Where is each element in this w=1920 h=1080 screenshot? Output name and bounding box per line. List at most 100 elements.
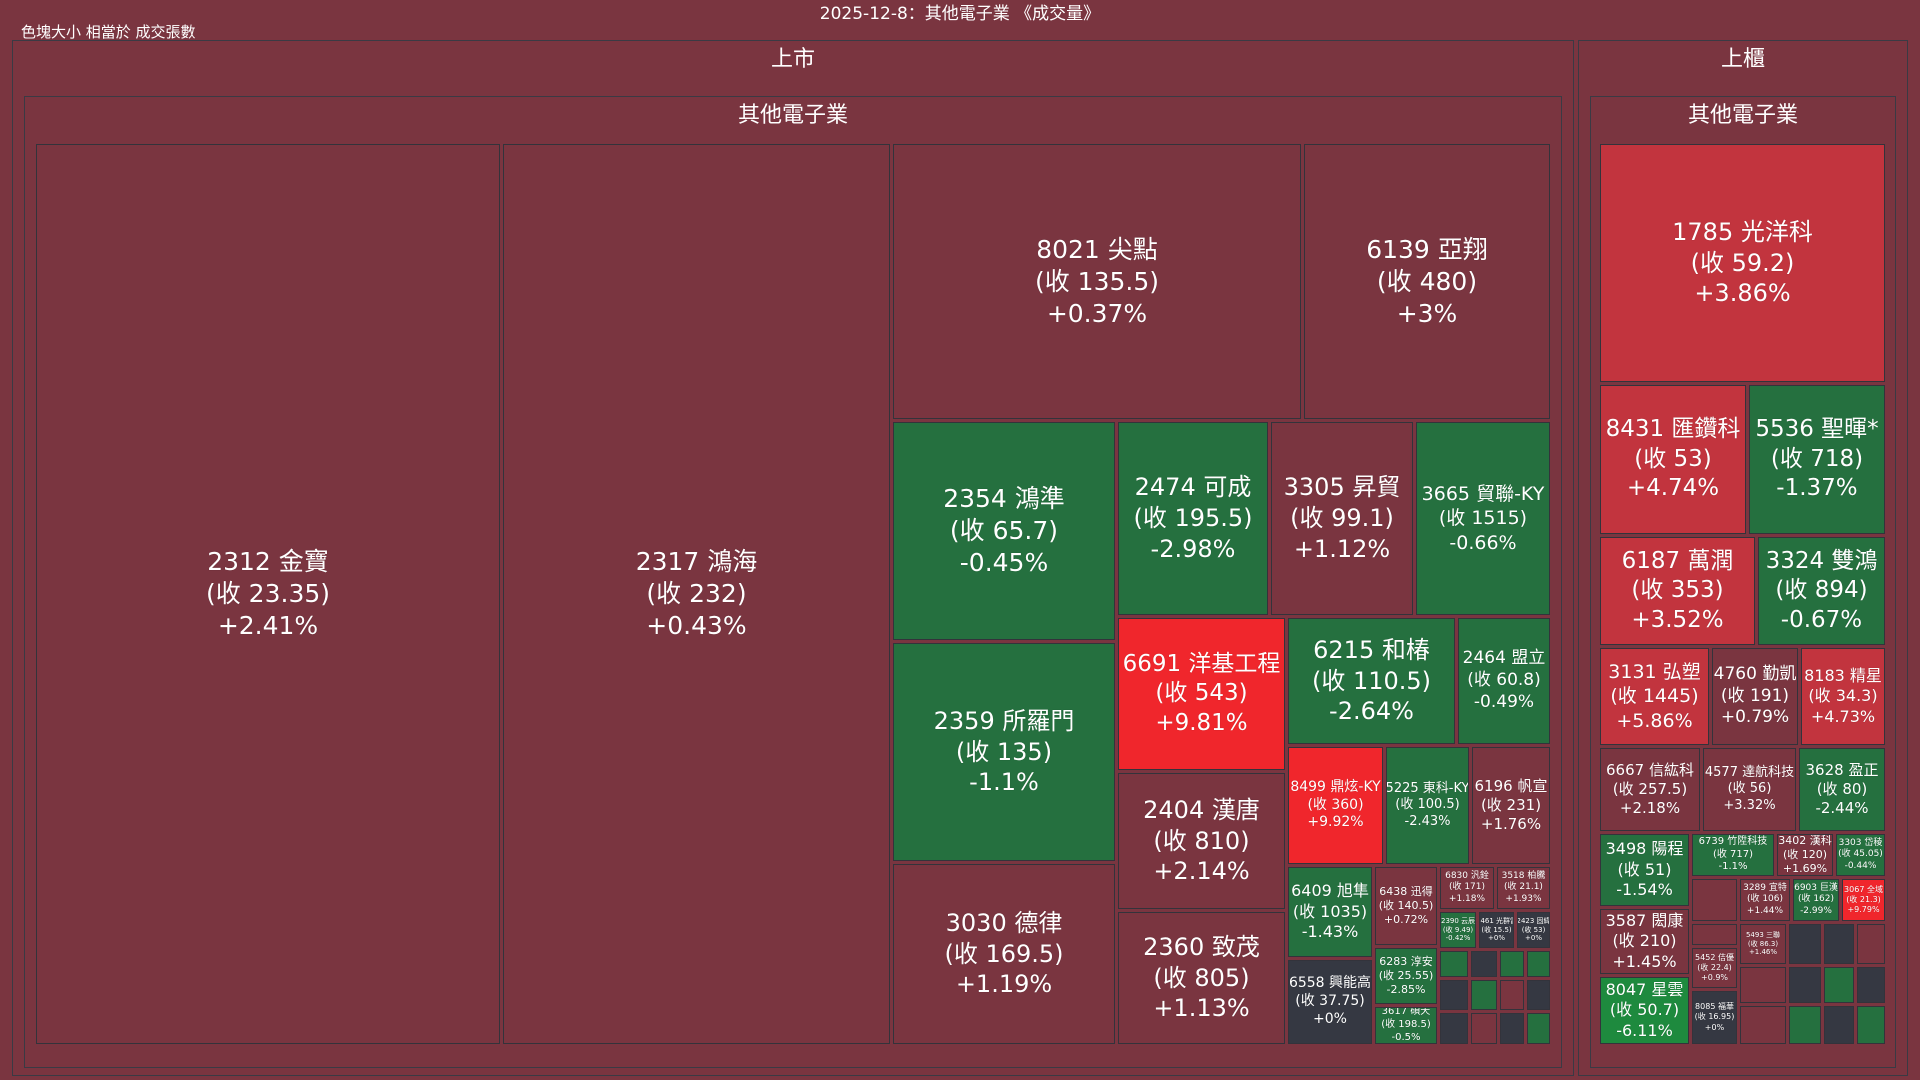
minor-stock-tile[interactable]: [1789, 1006, 1821, 1044]
stock-tile-3402[interactable]: 3402 漢科 (收 120) +1.69%: [1777, 834, 1833, 876]
stock-tile-2464[interactable]: 2464 盟立 (收 60.8) -0.49%: [1458, 618, 1550, 744]
stock-close: (收 1515): [1438, 507, 1528, 530]
stock-tile-5536[interactable]: 5536 聖暉* (收 718) -1.37%: [1749, 385, 1885, 534]
stock-tile-5452[interactable]: 5452 佶優 (收 22.4) +0.9%: [1692, 948, 1737, 988]
stock-tile-6409[interactable]: 6409 旭隼 (收 1035) -1.43%: [1288, 867, 1372, 957]
stock-tile-8183[interactable]: 8183 精星 (收 34.3) +4.73%: [1801, 648, 1885, 745]
minor-stock-tile[interactable]: [1527, 951, 1550, 977]
stock-tile-3518[interactable]: 3518 柏騰 (收 21.1) +1.93%: [1497, 867, 1550, 909]
minor-stock-tile[interactable]: [1471, 951, 1497, 977]
stock-tile-3131[interactable]: 3131 弘塑 (收 1445) +5.86%: [1600, 648, 1709, 745]
minor-stock-tile[interactable]: [1824, 967, 1854, 1003]
minor-stock-tile[interactable]: [1857, 967, 1885, 1003]
stock-tile-8431[interactable]: 8431 匯鑽科 (收 53) +4.74%: [1600, 385, 1746, 534]
stock-tile-6667[interactable]: 6667 信紘科 (收 257.5) +2.18%: [1600, 748, 1700, 831]
stock-tile-2461[interactable]: 2461 光群雷(收 15.5)+0%: [1479, 912, 1514, 948]
minor-stock-tile[interactable]: [1527, 1013, 1550, 1044]
minor-stock-tile[interactable]: [1440, 1013, 1468, 1044]
stock-close: (收 59.2): [1690, 248, 1795, 277]
frame-label: 上櫃: [1720, 47, 1765, 72]
stock-tile-2390[interactable]: 2390 云辰 (收 9.49) -0.42%: [1440, 912, 1476, 948]
stock-close: (收 810): [1153, 826, 1250, 855]
stock-tile-4577[interactable]: 4577 達航科技 (收 56) +3.32%: [1703, 748, 1796, 831]
minor-stock-tile[interactable]: [1440, 980, 1468, 1010]
stock-tile-2312[interactable]: 2312 金寶 (收 23.35) +2.41%: [36, 144, 500, 1044]
stock-tile-5493[interactable]: 5493 三聯 (收 86.3) +1.46%: [1740, 924, 1786, 964]
stock-change: +1.45%: [1612, 951, 1677, 971]
stock-change: -2.99%: [1800, 905, 1832, 916]
stock-tile-6830[interactable]: 6830 汎銓 (收 171) +1.18%: [1440, 867, 1494, 909]
stock-tile-2474[interactable]: 2474 可成 (收 195.5) -2.98%: [1118, 422, 1268, 615]
stock-tile-4760[interactable]: 4760 勤凱 (收 191) +0.79%: [1712, 648, 1798, 745]
stock-tile-2423[interactable]: 2423 固緯 (收 53) +0%: [1517, 912, 1550, 948]
minor-stock-tile[interactable]: [1692, 924, 1737, 945]
stock-change: +2.41%: [217, 611, 319, 640]
stock-tile-2359[interactable]: 2359 所羅門 (收 135) -1.1%: [893, 643, 1115, 861]
stock-tile-8047[interactable]: 8047 星雲 (收 50.7) -6.11%: [1600, 977, 1689, 1044]
stock-close: (收 106): [1746, 894, 1784, 905]
stock-tile-3628[interactable]: 3628 盈正 (收 80) -2.44%: [1799, 748, 1885, 831]
stock-tile-6215[interactable]: 6215 和椿 (收 110.5) -2.64%: [1288, 618, 1455, 744]
minor-stock-tile[interactable]: [1740, 967, 1786, 1003]
stock-tile-5225[interactable]: 5225 東科-KY (收 100.5) -2.43%: [1386, 747, 1469, 864]
stock-tile-6691[interactable]: 6691 洋基工程 (收 543) +9.81%: [1118, 618, 1285, 770]
minor-stock-tile[interactable]: [1789, 924, 1821, 964]
stock-tile-8085[interactable]: 8085 福華 (收 16.95) +0%: [1692, 991, 1737, 1044]
stock-close: (收 480): [1376, 266, 1478, 296]
minor-stock-tile[interactable]: [1500, 980, 1524, 1010]
minor-stock-tile[interactable]: [1500, 1013, 1524, 1044]
stock-close: (收 210): [1612, 931, 1677, 951]
stock-tile-3289[interactable]: 3289 宜特 (收 106) +1.44%: [1740, 879, 1790, 921]
stock-tile-6438[interactable]: 6438 迅得 (收 140.5) +0.72%: [1375, 867, 1437, 945]
stock-tile-6187[interactable]: 6187 萬潤 (收 353) +3.52%: [1600, 537, 1755, 645]
stock-tile-3324[interactable]: 3324 雙鴻 (收 894) -0.67%: [1758, 537, 1885, 645]
stock-close: (收 9.49): [1442, 925, 1474, 934]
stock-close: (收 195.5): [1133, 504, 1253, 533]
stock-label: 6139 亞翔: [1366, 234, 1488, 264]
stock-tile-3305[interactable]: 3305 昇貿 (收 99.1) +1.12%: [1271, 422, 1413, 615]
stock-tile-1785[interactable]: 1785 光洋科 (收 59.2) +3.86%: [1600, 144, 1885, 382]
stock-label: 2317 鴻海: [635, 547, 758, 576]
stock-close: (收 135): [955, 737, 1053, 766]
minor-stock-tile[interactable]: [1824, 1006, 1854, 1044]
minor-stock-tile[interactable]: [1857, 1006, 1885, 1044]
stock-tile-2404[interactable]: 2404 漢唐 (收 810) +2.14%: [1118, 773, 1285, 909]
stock-tile-8499[interactable]: 8499 鼎炫-KY (收 360) +9.92%: [1288, 747, 1383, 864]
minor-stock-tile[interactable]: [1440, 951, 1468, 977]
minor-stock-tile[interactable]: [1789, 967, 1821, 1003]
stock-tile-3498[interactable]: 3498 陽程 (收 51) -1.54%: [1600, 834, 1689, 906]
stock-tile-8021[interactable]: 8021 尖點 (收 135.5) +0.37%: [893, 144, 1301, 419]
stock-change: +9.81%: [1155, 709, 1248, 736]
stock-tile-3617[interactable]: 3617 碩天 (收 198.5) -0.5%: [1375, 1007, 1437, 1044]
stock-tile-3303[interactable]: 3303 岱稜 (收 45.05) -0.44%: [1836, 834, 1885, 876]
minor-stock-tile[interactable]: [1471, 980, 1497, 1010]
stock-label: 2464 盟立: [1462, 648, 1546, 669]
stock-tile-2360[interactable]: 2360 致茂 (收 805) +1.13%: [1118, 912, 1285, 1044]
minor-stock-tile[interactable]: [1692, 879, 1737, 921]
stock-tile-6283[interactable]: 6283 淳安 (收 25.55) -2.85%: [1375, 948, 1437, 1004]
stock-tile-3665[interactable]: 3665 貿聯-KY (收 1515) -0.66%: [1416, 422, 1550, 615]
stock-tile-3067[interactable]: 3067 全域 (收 21.3) +9.79%: [1842, 879, 1885, 921]
stock-tile-2317[interactable]: 2317 鴻海 (收 232) +0.43%: [503, 144, 890, 1044]
stock-tile-3587[interactable]: 3587 閎康 (收 210) +1.45%: [1600, 909, 1689, 974]
stock-tile-2354[interactable]: 2354 鴻準 (收 65.7) -0.45%: [893, 422, 1115, 640]
stock-tile-6196[interactable]: 6196 帆宣 (收 231) +1.76%: [1472, 747, 1550, 864]
stock-close: (收 717): [1712, 848, 1754, 860]
minor-stock-tile[interactable]: [1740, 1006, 1786, 1044]
minor-stock-tile[interactable]: [1857, 924, 1885, 964]
stock-tile-6558[interactable]: 6558 興能高 (收 37.75) +0%: [1288, 960, 1372, 1044]
minor-stock-tile[interactable]: [1471, 1013, 1497, 1044]
stock-close: (收 162): [1797, 894, 1835, 905]
stock-close: (收 37.75): [1295, 993, 1365, 1010]
stock-tile-6903[interactable]: 6903 巨漢 (收 162) -2.99%: [1793, 879, 1839, 921]
minor-stock-tile[interactable]: [1527, 980, 1550, 1010]
stock-change: +2.18%: [1619, 799, 1681, 818]
stock-close: (收 232): [646, 579, 747, 608]
stock-tile-3030[interactable]: 3030 德律 (收 169.5) +1.19%: [893, 864, 1115, 1044]
stock-close: (收 171): [1448, 882, 1486, 893]
stock-tile-6739[interactable]: 6739 竹陞科技 (收 717) -1.1%: [1692, 834, 1774, 876]
minor-stock-tile[interactable]: [1500, 951, 1524, 977]
minor-stock-tile[interactable]: [1824, 924, 1854, 964]
stock-tile-6139[interactable]: 6139 亞翔 (收 480) +3%: [1304, 144, 1550, 419]
stock-close: (收 805): [1153, 963, 1250, 992]
